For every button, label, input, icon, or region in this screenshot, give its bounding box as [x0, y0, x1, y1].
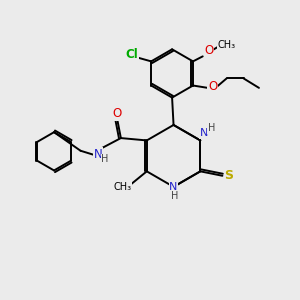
- Text: Cl: Cl: [125, 48, 138, 61]
- Text: H: H: [208, 123, 215, 133]
- Text: S: S: [224, 169, 233, 182]
- Text: H: H: [171, 191, 179, 201]
- Text: N: N: [94, 148, 102, 161]
- Text: O: O: [204, 44, 214, 57]
- Text: N: N: [169, 182, 178, 192]
- Text: H: H: [101, 154, 109, 164]
- Text: N: N: [200, 128, 208, 138]
- Text: CH₃: CH₃: [218, 40, 236, 50]
- Text: O: O: [208, 80, 217, 94]
- Text: O: O: [112, 107, 122, 120]
- Text: CH₃: CH₃: [113, 182, 131, 192]
